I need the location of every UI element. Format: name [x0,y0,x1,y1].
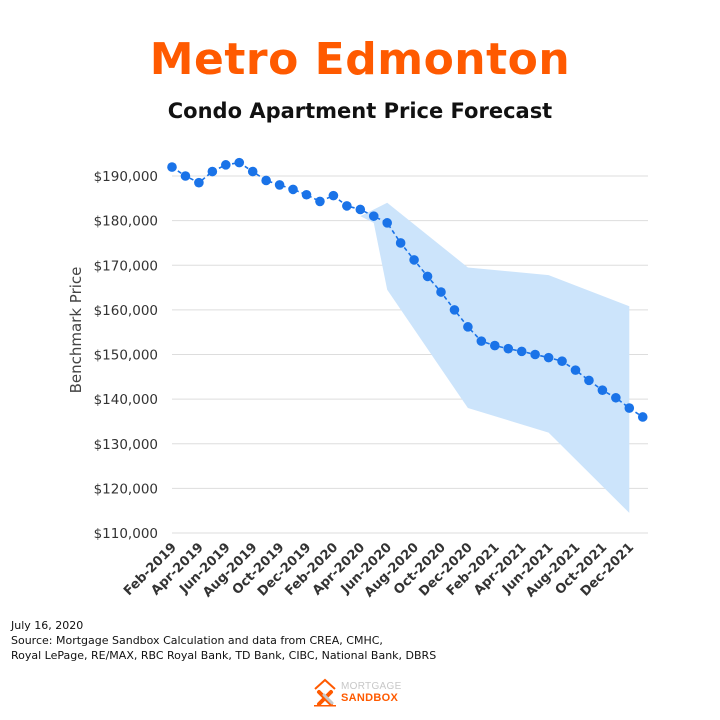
chart-title: Metro Edmonton [149,34,571,85]
data-point [490,340,500,351]
mortgage-sandbox-logo: MORTGAGE SANDBOX [312,673,422,713]
data-point [543,352,554,363]
y-tick-label: $170,000 [94,258,158,274]
data-point [194,177,204,188]
data-point [180,171,191,181]
report-date: July 16, 2020 [11,619,84,632]
logo-text-sandbox: SANDBOX [341,692,399,704]
data-point [301,189,312,200]
chart-subtitle: Condo Apartment Price Forecast [167,99,553,123]
data-point [395,238,406,248]
y-tick-label: $180,000 [94,214,158,230]
footer: July 16, 2020 Source: Mortgage Sandbox C… [11,618,436,663]
data-point [207,166,218,177]
data-point [409,255,419,265]
data-point [167,162,177,172]
source-line-2: Royal LePage, RE/MAX, RBC Royal Bank, TD… [11,649,437,662]
y-tick-label: $130,000 [94,437,158,453]
y-tick-label: $160,000 [94,303,158,319]
y-tick-label: $110,000 [94,526,158,542]
data-point [476,336,487,346]
data-point [557,356,567,366]
data-point [449,305,460,315]
data-point [261,175,271,186]
data-point [597,385,608,396]
line-chart: $110,000 $120,000 $130,000 $140,000 $150,000… [67,157,648,600]
data-point [637,412,648,422]
data-point [503,343,514,354]
logo-text-mortgage: MORTGAGE [341,681,402,692]
mortgage-sandbox-logo-icon [314,678,336,707]
data-point [355,204,366,215]
data-point [234,157,245,168]
y-tick-label: $150,000 [94,348,158,364]
y-tick-label: $140,000 [94,392,158,408]
data-point [315,196,325,207]
data-point [611,392,621,403]
data-point [382,218,393,228]
y-tick-label: $120,000 [94,481,158,497]
data-point [436,287,446,297]
y-axis-label: Benchmark Price [67,267,85,394]
data-point [422,271,433,282]
data-point [288,184,298,195]
data-point [530,349,540,360]
data-point [584,375,594,386]
forecast-band [360,202,630,513]
data-point [516,346,527,357]
data-point [221,160,231,170]
data-point [624,403,635,413]
source-line-1: Source: Mortgage Sandbox Calculation and… [11,634,383,647]
data-point [247,166,258,177]
data-point [463,322,473,332]
data-point [570,365,581,375]
data-point [328,190,339,201]
data-point [368,211,379,221]
y-tick-label: $190,000 [94,169,158,185]
data-point [342,201,352,211]
data-point [274,180,285,190]
